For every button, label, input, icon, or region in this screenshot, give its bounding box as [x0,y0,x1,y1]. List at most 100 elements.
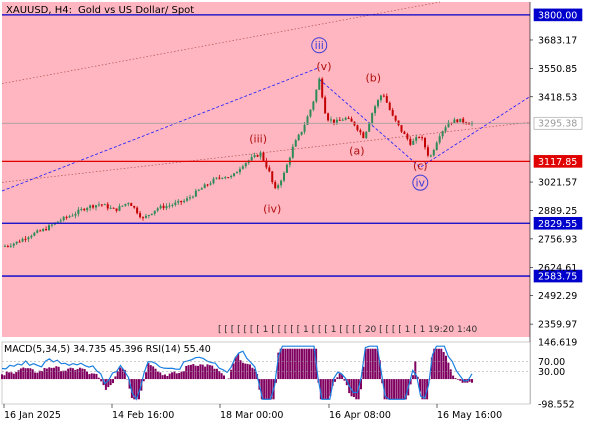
candle-body [371,113,374,124]
candle-body [265,160,268,168]
candle-body [444,127,447,132]
candle [45,226,48,231]
candle [265,157,268,170]
wave-label: (a) [349,144,364,157]
candle-body [103,204,106,206]
time-tick-label: 14 Feb 16:00 [112,410,174,421]
candle-body [150,213,153,215]
candle-body [368,123,371,132]
candle [309,109,312,118]
wave-text: iii [315,39,324,52]
candle-body [162,205,165,209]
candle [83,207,86,212]
candle [424,136,426,150]
candle [39,229,42,232]
candle-body [197,189,200,191]
candle [103,203,106,206]
price-tick-label: 3683.17 [538,35,577,46]
candle [106,202,109,211]
candle [212,176,215,185]
candle [50,223,53,228]
price-axis[interactable]: 3683.17 3550.85 3418.53 3021.57 2889.25 2756.… [529,2,577,404]
candle-body [6,245,9,247]
candle-body [274,182,277,189]
candle-body [297,134,300,141]
candle-body [347,117,350,119]
candle [144,213,147,219]
candle [36,229,39,234]
candle-body [48,225,50,231]
price-tick-label: 3021.57 [538,178,577,189]
wave-label: (iii) [249,133,267,146]
candle [65,215,68,220]
level-tag [533,216,583,230]
candle [56,221,59,223]
candle-body [50,224,53,226]
candle-body [312,101,315,110]
candle-body [21,238,24,242]
candle [415,134,418,144]
candle [406,132,409,141]
candle-body [142,217,144,219]
candle-body [426,147,429,156]
candle [174,199,177,207]
candle-body [280,180,283,186]
candle [115,208,118,213]
candle-body [224,177,227,179]
macd-tick-label: 146.619 [538,338,577,349]
candle [256,154,259,158]
candle [335,117,338,125]
candle [259,150,262,160]
candle-body [106,204,109,209]
level-tag [533,155,583,168]
candle [368,122,371,132]
wave-label: (c) [413,160,428,173]
candle [153,210,156,216]
candle [429,154,432,158]
candle-body [435,142,438,151]
candle [421,135,424,141]
time-scale-overlay: [ [ [ [ [ [ [ 1 [ [ [ [ [ 1 [ [ [ 1 [ [ … [218,325,477,335]
candle [374,104,377,116]
candle-body [374,106,377,114]
candle-body [65,216,68,218]
candle [48,223,50,231]
candle-body [89,205,92,209]
candle-body [459,118,462,123]
candle-body [409,138,412,145]
symbol-description: Gold vs US Dollar/ Spot [78,5,194,16]
wave-text: (b) [366,71,382,84]
candle-body [415,137,418,141]
candle [412,138,415,146]
candle-body [118,206,121,211]
candle [332,119,335,126]
wave-label: (iv) [263,202,281,215]
candle [233,172,236,178]
candle [291,143,294,160]
mid-channel-line [1,121,531,183]
candle-body [377,100,379,107]
candle-body [71,215,74,217]
candle-body [285,164,288,173]
candle [459,118,462,123]
candle-body [100,204,103,206]
candle-body [56,221,59,223]
candle [97,201,100,207]
candle-body [97,204,100,206]
main-chart-pane[interactable] [2,2,530,337]
candle [77,206,80,217]
candle-body [300,131,303,135]
candle [121,205,124,208]
candle-body [95,205,97,208]
candle [15,241,18,246]
candle-body [147,214,150,216]
candle [74,211,77,219]
candle [80,207,83,212]
candle-body [335,119,338,123]
candle-body [39,230,42,232]
candle [453,117,456,124]
candle [315,89,318,104]
candle [92,204,95,210]
